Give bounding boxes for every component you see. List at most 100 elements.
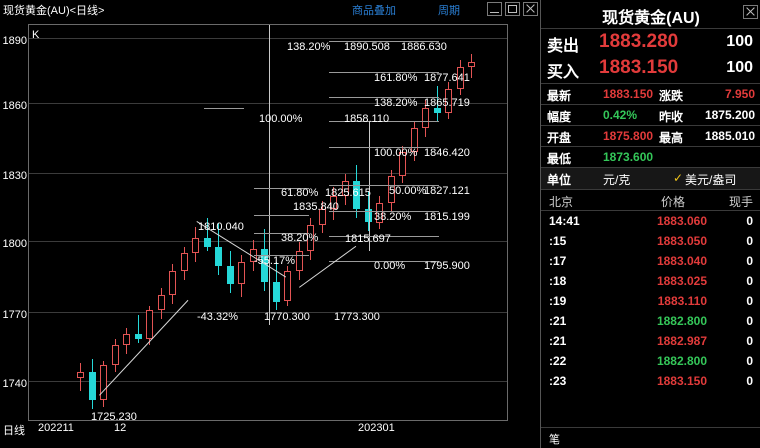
- unit-label: 单位: [547, 173, 572, 187]
- gridline: [29, 38, 507, 39]
- candle: [123, 25, 130, 420]
- stats-grid: 最新 1883.150 涨跌 7.950 幅度 0.42% 昨收 1875.20…: [541, 83, 760, 167]
- bid-volume: 100: [726, 59, 753, 76]
- candle-body: [318, 209, 326, 225]
- candle: [410, 25, 418, 420]
- k-mark: K: [32, 29, 40, 41]
- minimize-icon[interactable]: [487, 2, 502, 16]
- fib-line: [329, 97, 439, 98]
- tick-row[interactable]: :21 1882.800 0: [541, 311, 760, 331]
- check-icon: ✓: [673, 171, 684, 185]
- annotation-fib-1618: 161.80%: [374, 72, 418, 84]
- tick-row[interactable]: :17 1883.040 0: [541, 251, 760, 271]
- tick-volume: 0: [746, 234, 753, 248]
- annotation-level-1815-199: 1815.199: [424, 211, 470, 223]
- candle-body: [364, 209, 372, 223]
- annotation-fib-100-right: 100.00%: [374, 147, 418, 159]
- plot-area[interactable]: K: [28, 24, 508, 421]
- unit-option-ounce[interactable]: 美元/盎司: [685, 173, 737, 187]
- y-tick: 1800: [2, 238, 27, 250]
- tick-row[interactable]: :15 1883.050 0: [541, 231, 760, 251]
- tick-time: :15: [549, 234, 567, 248]
- tick-volume: 0: [746, 294, 753, 308]
- candle-body: [410, 128, 418, 153]
- candle: [215, 25, 222, 420]
- annotation-fib-100-top: 100.00%: [259, 113, 303, 125]
- candle-body: [215, 246, 222, 267]
- candle-body: [111, 345, 119, 366]
- fib-line: [329, 72, 439, 73]
- stat-value: 1875.800: [603, 129, 654, 143]
- close-icon[interactable]: [743, 5, 758, 19]
- candle-body: [180, 253, 188, 271]
- annotation-fib-1382-right: 138.20%: [374, 97, 418, 109]
- fib-line: [329, 147, 439, 148]
- candle-body: [203, 237, 211, 247]
- y-tick: 1830: [2, 170, 27, 182]
- x-axis: 日线 202211 12 202301: [0, 420, 540, 438]
- tick-row[interactable]: :22 1882.800 0: [541, 351, 760, 371]
- tick-row[interactable]: 14:41 1883.060 0: [541, 211, 760, 231]
- stat-value: 1885.010: [704, 129, 755, 143]
- bid-row: 买入 1883.150 100: [541, 55, 760, 81]
- column-header-volume: 现手: [728, 195, 753, 209]
- annotation-level-1827: 1827.121: [424, 185, 470, 197]
- unit-option-gram[interactable]: 元/克: [603, 173, 631, 187]
- annotation-level-1835: 1835.840: [293, 201, 339, 213]
- stat-value: 0.42%: [603, 108, 638, 122]
- tick-price: 1883.150: [656, 374, 707, 388]
- candle-body: [123, 334, 130, 346]
- tick-row[interactable]: :19 1883.110 0: [541, 291, 760, 311]
- annotation-fib-000: 0.00%: [374, 260, 406, 272]
- ask-price: 1883.280: [599, 31, 679, 52]
- candle-body: [456, 66, 464, 89]
- x-axis-label: 日线: [3, 425, 25, 437]
- fib-line: [329, 121, 439, 122]
- fib-line: [254, 188, 309, 189]
- tick-row[interactable]: :23 1883.150 0: [541, 371, 760, 391]
- tick-price: 1883.060: [656, 214, 707, 228]
- x-tick: 202211: [38, 422, 74, 434]
- tick-volume: 0: [746, 314, 753, 328]
- chart-panel: 现货黄金(AU)<日线> 商品叠加 周期 1890 1860 1830 1800…: [0, 0, 540, 448]
- candle-body: [169, 270, 176, 295]
- candle-body: [307, 224, 314, 252]
- tick-price: 1882.800: [656, 354, 707, 368]
- annotation-level-1815-697: 1815.697: [345, 233, 391, 245]
- close-icon[interactable]: [523, 2, 538, 16]
- stats-row: 开盘 1875.800 最高 1885.010: [541, 125, 760, 146]
- stats-row: 最低 1873.600: [541, 146, 760, 167]
- candle-body: [226, 266, 234, 284]
- candle-wick: [436, 86, 438, 122]
- annotation-fib-50: 50.00%: [389, 185, 427, 197]
- stat-value: 1873.600: [603, 150, 654, 164]
- stat-label: 昨收: [659, 110, 684, 124]
- candle: [180, 25, 188, 420]
- tick-table-header: 北京 价格 现手: [541, 190, 760, 211]
- candle-body: [341, 180, 349, 197]
- fib-anchor-line: [269, 25, 270, 325]
- candle-body: [100, 365, 107, 401]
- gridline: [29, 173, 507, 174]
- candle: [318, 25, 326, 420]
- tick-price: 1882.800: [656, 314, 707, 328]
- unit-selector[interactable]: 单位 元/克 ✓ 美元/盎司: [541, 167, 760, 190]
- period-button[interactable]: 周期: [438, 5, 460, 17]
- annotation-level-1886: 1886.630: [401, 41, 447, 53]
- x-tick: 12: [114, 422, 127, 434]
- tick-row[interactable]: :18 1883.025 0: [541, 271, 760, 291]
- candle-body: [376, 202, 383, 223]
- annotation-pivot: 1810.040: [198, 221, 244, 233]
- maximize-icon[interactable]: [505, 2, 520, 16]
- ask-label: 卖出: [547, 38, 580, 55]
- candle: [249, 25, 257, 420]
- tick-time: :21: [549, 314, 567, 328]
- candle-body: [272, 281, 280, 302]
- candle: [77, 25, 84, 420]
- overlay-button[interactable]: 商品叠加: [352, 5, 396, 17]
- tick-row[interactable]: :21 1882.987 0: [541, 331, 760, 351]
- candle: [272, 25, 280, 420]
- gridline: [29, 241, 507, 242]
- candle-body: [387, 176, 395, 203]
- stats-row: 幅度 0.42% 昨收 1875.200: [541, 104, 760, 125]
